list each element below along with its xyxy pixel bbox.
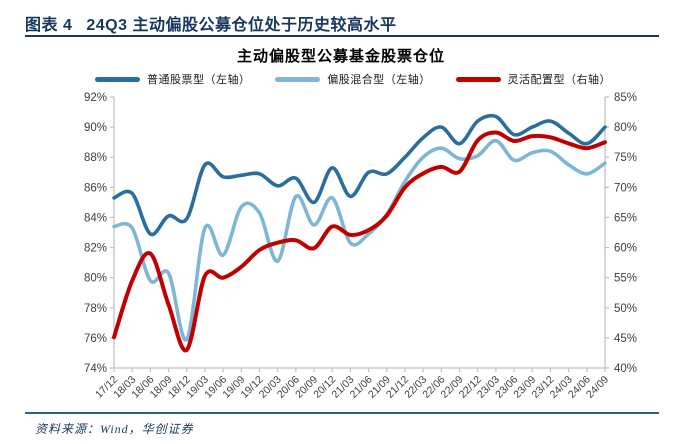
left-axis-tick-label: 74% — [84, 363, 107, 375]
figure-label: 图表 4 — [25, 17, 73, 34]
legend-item-ordinary-equity: 普通股票型（左轴） — [95, 71, 251, 87]
figure-title: 24Q3 主动偏股公募仓位处于历史较高水平 — [86, 17, 397, 34]
right-axis-tick-label: 60% — [614, 243, 637, 255]
axis-labels: 74% 76% 78% 80% 82% 84% 86% 88% 90% 92% 40% 45% 50% 5… — [84, 92, 637, 375]
right-axis-tick-label: 65% — [614, 212, 637, 224]
footer-divider — [25, 412, 659, 414]
left-axis-tick-label: 82% — [84, 243, 107, 255]
left-axis-tick-label: 92% — [84, 92, 107, 104]
legend-label: 灵活配置型（右轴） — [507, 74, 611, 86]
legend-line-swatch-dark-blue — [95, 76, 140, 82]
legend-label: 偏股混合型（左轴） — [327, 74, 431, 86]
series-line-1 — [112, 138, 607, 342]
x-axis-labels: 17/1218/0318/0618/0918/1219/0319/0619/09… — [93, 374, 611, 401]
legend-line-swatch-light-blue — [275, 76, 321, 82]
header-divider — [25, 35, 659, 37]
left-axis-tick-label: 86% — [84, 182, 107, 194]
right-axis-tick-label: 85% — [614, 92, 637, 104]
series-line-0 — [112, 113, 607, 237]
chart-title: 主动偏股型公募基金股票仓位 — [236, 48, 445, 65]
legend-line-swatch-red — [455, 76, 501, 82]
left-axis-tick-label: 76% — [84, 333, 107, 345]
right-axis-tick-label: 80% — [614, 122, 637, 134]
legend-label: 普通股票型（左轴） — [147, 74, 251, 86]
right-axis-tick-label: 70% — [614, 182, 637, 194]
left-axis-tick-label: 84% — [84, 212, 107, 224]
figure-header: 图表 4 24Q3 主动偏股公募仓位处于历史较高水平 — [25, 11, 659, 35]
left-axis-tick-label: 78% — [84, 303, 107, 315]
right-axis-tick-label: 45% — [614, 333, 637, 345]
right-axis-tick-label: 40% — [614, 363, 637, 375]
series-line-2 — [112, 130, 607, 353]
legend-item-flexible-allocation: 灵活配置型（右轴） — [455, 71, 612, 87]
legend-item-hybrid-equity: 偏股混合型（左轴） — [275, 71, 431, 87]
chart-legend: 普通股票型（左轴） 偏股混合型（左轴） 灵活配置型（右轴） — [95, 71, 611, 87]
left-axis-tick-label: 90% — [84, 122, 107, 134]
source-note: 资料来源：Wind，华创证券 — [35, 422, 194, 436]
right-axis-tick-label: 50% — [614, 303, 637, 315]
right-axis-tick-label: 75% — [614, 152, 637, 164]
right-axis-tick-label: 55% — [614, 273, 637, 285]
left-axis-tick-label: 80% — [84, 273, 107, 285]
left-axis-tick-label: 88% — [84, 152, 107, 164]
